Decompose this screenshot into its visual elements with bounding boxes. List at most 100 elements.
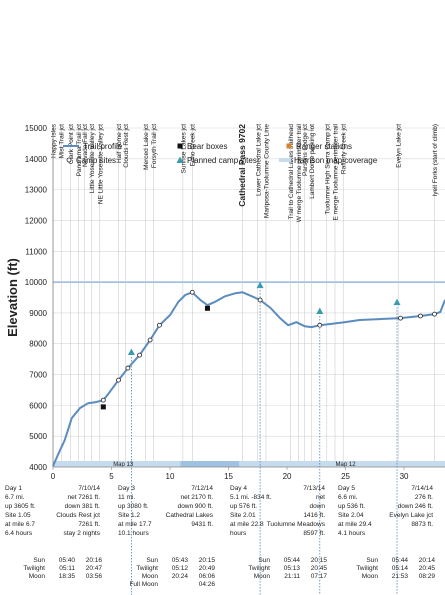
- day-info: down: [309, 503, 325, 510]
- sun-info: 18:35: [59, 573, 76, 580]
- sun-info: 06:06: [199, 573, 216, 580]
- landmark-label: Clouds Rest jct: [123, 124, 130, 168]
- legend-label: Bear boxes: [187, 142, 227, 151]
- y-tick-label: 12000: [25, 216, 48, 225]
- x-tick-label: 15: [224, 472, 233, 481]
- landmark-label: Little Yosemite Valley jct: [89, 124, 96, 193]
- map-overlap: [180, 461, 240, 467]
- day-info: 9431 ft.: [191, 521, 213, 528]
- day-info: down 381 ft.: [65, 503, 101, 510]
- marker-square: [177, 143, 183, 149]
- y-tick-label: 9000: [29, 309, 47, 318]
- map-label: Map 13: [113, 462, 134, 468]
- day-info: Site 2.04: [338, 512, 364, 519]
- legend-label: Planned camp sites: [187, 156, 257, 165]
- day-info: 8873 ft.: [411, 521, 433, 528]
- sun-info: Twilight: [136, 565, 158, 572]
- marker-circle: [257, 297, 263, 303]
- sun-info: 05:44: [284, 557, 301, 564]
- day-info: 7/12/14: [191, 485, 213, 492]
- day-info: 7/14/14: [411, 485, 433, 492]
- y-tick-label: 4000: [29, 463, 47, 472]
- marker-circle: [100, 397, 106, 403]
- sun-info: 05:44: [392, 557, 409, 564]
- marker-circle: [189, 289, 195, 295]
- x-tick-label: 20: [283, 472, 292, 481]
- sun-info: Twilight: [248, 565, 270, 572]
- landmark-label: Half Dome jct: [116, 124, 123, 163]
- sun-info: 21:11: [284, 573, 300, 580]
- day-info: 4.1 hours: [338, 530, 366, 537]
- sun-info: 20:15: [199, 557, 216, 564]
- x-tick-label: 0: [51, 472, 56, 481]
- day-info: 7261 ft.: [78, 521, 100, 528]
- marker-circle: [116, 377, 121, 383]
- landmark-label: Cathedral Pass 9702: [237, 124, 247, 207]
- legend-label: Camp sites: [76, 156, 116, 165]
- map-label: Map 12: [336, 462, 357, 468]
- marker-triangle: [256, 281, 264, 289]
- day-info: 276 ft.: [415, 494, 433, 501]
- sun-info: Full Moon: [129, 581, 158, 588]
- sun-info: 04:26: [199, 581, 216, 588]
- landmark-label: Parsons Lodge jct: [302, 124, 309, 176]
- sun-info: 20:15: [311, 557, 328, 564]
- landmark-label: Mist Trail jct: [59, 124, 66, 159]
- x-tick-label: 25: [341, 472, 350, 481]
- marker-square: [286, 143, 292, 149]
- day-info: 7/13/14: [303, 485, 325, 492]
- sun-info: 05:14: [392, 565, 409, 572]
- day-info: 11 mi.: [118, 494, 135, 501]
- y-tick-label: 10000: [25, 278, 48, 287]
- day-info: down 246 ft.: [398, 503, 434, 510]
- marker-triangle: [127, 348, 135, 356]
- day-info: Day 3: [118, 485, 135, 492]
- landmark-label: Trail to Cathedral Lakes trailhead: [288, 124, 295, 220]
- sun-info: Twilight: [23, 565, 45, 572]
- day-info: 1416 ft.: [303, 512, 325, 519]
- marker-circle: [432, 311, 437, 317]
- sun-info: Twilight: [356, 565, 378, 572]
- day-info: 7/10/14: [78, 485, 100, 492]
- marker-square: [204, 305, 210, 311]
- day-info: at mile 6.7: [5, 521, 35, 528]
- y-tick-label: 15000: [25, 124, 48, 133]
- map-coverage: [53, 461, 445, 467]
- landmark-label: Sunrise Lakes jct: [180, 124, 187, 174]
- marker-circle: [66, 157, 72, 163]
- day-info: net: [316, 494, 325, 501]
- sun-info: Moon: [29, 573, 46, 580]
- marker-triangle: [316, 307, 324, 315]
- day-info: Day 1: [5, 485, 22, 492]
- sun-info: 20:24: [172, 573, 189, 580]
- day-info: Site 1.05: [5, 512, 31, 519]
- day-info: 6.6 mi.: [338, 494, 358, 501]
- day-info: Day 4: [230, 485, 247, 492]
- sun-info: 20:45: [419, 565, 436, 572]
- y-tick-label: 14000: [25, 155, 48, 164]
- marker-circle: [147, 337, 153, 343]
- day-info: up 3605 ft.: [5, 503, 36, 510]
- sun-info: Sun: [146, 557, 158, 564]
- sun-info: 05:40: [59, 557, 76, 564]
- marker-circle: [317, 322, 323, 328]
- day-info: up 3080 ft.: [118, 503, 149, 510]
- landmark-label: Nevada Fall jct: [82, 124, 89, 167]
- sun-info: Sun: [258, 557, 270, 564]
- y-tick-label: 8000: [29, 340, 47, 349]
- landmark-label: Echo Creek jct: [190, 124, 197, 166]
- x-tick-label: 30: [400, 472, 409, 481]
- legend-label: Ranger stations: [296, 142, 352, 151]
- day-info: 5.1 mi. -834 ft.: [230, 494, 272, 501]
- landmark-label: E merge Tuolumne perimeter trail: [333, 123, 340, 220]
- day-info: 6.7 mi.: [5, 494, 25, 501]
- x-tick-label: 5: [109, 472, 114, 481]
- marker-square: [100, 404, 106, 410]
- y-tick-label: 6000: [29, 401, 47, 410]
- day-info: stay 2 nights: [64, 530, 101, 537]
- sun-info: Moon: [362, 573, 379, 580]
- sun-info: 20:45: [311, 565, 328, 572]
- day-info: Day 5: [338, 485, 355, 492]
